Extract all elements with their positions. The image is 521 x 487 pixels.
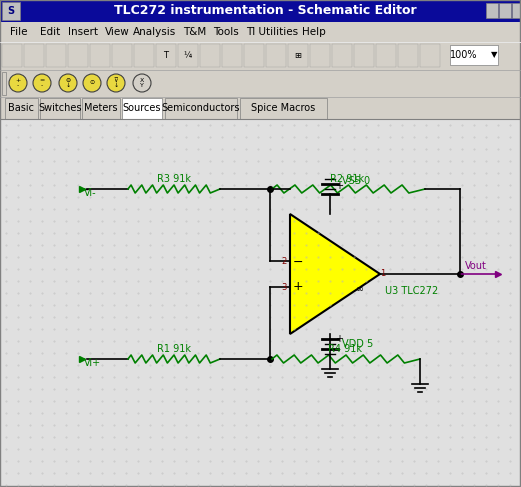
Text: S: S <box>7 6 15 16</box>
Text: Analysis: Analysis <box>133 27 176 37</box>
FancyBboxPatch shape <box>512 3 521 18</box>
Text: Edit: Edit <box>40 27 60 37</box>
FancyBboxPatch shape <box>0 0 521 22</box>
Text: T&M: T&M <box>183 27 206 37</box>
Text: +
-: + - <box>16 78 21 88</box>
Text: +: + <box>335 181 343 191</box>
Text: 100%: 100% <box>450 50 478 60</box>
FancyBboxPatch shape <box>222 44 242 67</box>
Text: File: File <box>10 27 28 37</box>
Text: View: View <box>105 27 130 37</box>
FancyBboxPatch shape <box>398 44 418 67</box>
FancyBboxPatch shape <box>0 22 521 42</box>
Text: 2: 2 <box>281 257 287 265</box>
Circle shape <box>133 74 151 92</box>
Circle shape <box>33 74 51 92</box>
FancyBboxPatch shape <box>2 72 6 95</box>
Text: Semiconductors: Semiconductors <box>162 103 240 113</box>
Text: Sources: Sources <box>123 103 162 113</box>
Text: T: T <box>164 52 168 60</box>
Text: Insert: Insert <box>68 27 98 37</box>
Text: Meters: Meters <box>84 103 118 113</box>
Text: Vi-: Vi- <box>84 188 96 198</box>
FancyBboxPatch shape <box>68 44 88 67</box>
Text: R4 91k: R4 91k <box>328 344 362 354</box>
Text: Switches: Switches <box>38 103 82 113</box>
FancyBboxPatch shape <box>420 44 440 67</box>
FancyBboxPatch shape <box>165 98 237 119</box>
FancyBboxPatch shape <box>24 44 44 67</box>
Text: R1 91k: R1 91k <box>157 344 191 354</box>
FancyBboxPatch shape <box>112 44 132 67</box>
Text: ∞: ∞ <box>356 284 364 294</box>
FancyBboxPatch shape <box>82 98 120 119</box>
FancyBboxPatch shape <box>0 42 521 70</box>
Text: −: − <box>293 256 303 268</box>
FancyBboxPatch shape <box>450 45 498 65</box>
FancyBboxPatch shape <box>288 44 308 67</box>
FancyBboxPatch shape <box>499 3 511 18</box>
Text: Help: Help <box>302 27 326 37</box>
Circle shape <box>9 74 27 92</box>
Text: Spice Macros: Spice Macros <box>251 103 315 113</box>
Text: VSS 0: VSS 0 <box>342 176 370 186</box>
Text: ⊽
↓: ⊽ ↓ <box>114 78 119 88</box>
Text: U3 TLC272: U3 TLC272 <box>385 286 438 296</box>
Text: 1: 1 <box>380 269 386 279</box>
FancyBboxPatch shape <box>354 44 374 67</box>
Text: ⊖
↓: ⊖ ↓ <box>65 78 71 88</box>
FancyBboxPatch shape <box>156 44 176 67</box>
FancyBboxPatch shape <box>122 98 162 119</box>
FancyBboxPatch shape <box>46 44 66 67</box>
Text: +: + <box>335 334 343 344</box>
Text: R2 91k: R2 91k <box>330 174 364 184</box>
Text: +: + <box>293 280 303 293</box>
FancyBboxPatch shape <box>0 70 521 97</box>
Text: ¼: ¼ <box>184 52 192 60</box>
Text: ▼: ▼ <box>491 51 497 59</box>
Circle shape <box>59 74 77 92</box>
FancyBboxPatch shape <box>332 44 352 67</box>
FancyBboxPatch shape <box>5 98 38 119</box>
Text: Tools: Tools <box>213 27 239 37</box>
Text: =
-: = - <box>40 78 45 88</box>
FancyBboxPatch shape <box>0 119 521 487</box>
Circle shape <box>83 74 101 92</box>
FancyBboxPatch shape <box>240 98 327 119</box>
FancyBboxPatch shape <box>244 44 264 67</box>
FancyBboxPatch shape <box>90 44 110 67</box>
FancyBboxPatch shape <box>178 44 198 67</box>
Text: TLC272 instrumentation - Schematic Editor: TLC272 instrumentation - Schematic Edito… <box>114 4 416 18</box>
Circle shape <box>107 74 125 92</box>
Text: 3: 3 <box>281 282 287 292</box>
Text: Vout: Vout <box>465 261 487 271</box>
Text: Basic: Basic <box>8 103 34 113</box>
FancyBboxPatch shape <box>134 44 154 67</box>
FancyBboxPatch shape <box>40 98 80 119</box>
FancyBboxPatch shape <box>376 44 396 67</box>
Text: R3 91k: R3 91k <box>157 174 191 184</box>
FancyBboxPatch shape <box>2 2 20 20</box>
FancyBboxPatch shape <box>310 44 330 67</box>
Text: VDD 5: VDD 5 <box>342 339 373 349</box>
FancyBboxPatch shape <box>2 44 22 67</box>
Text: TI Utilities: TI Utilities <box>246 27 298 37</box>
FancyBboxPatch shape <box>200 44 220 67</box>
Polygon shape <box>290 214 380 334</box>
FancyBboxPatch shape <box>0 97 521 119</box>
FancyBboxPatch shape <box>486 3 498 18</box>
Text: ⊙: ⊙ <box>90 80 95 86</box>
Text: X
Y: X Y <box>140 78 144 88</box>
Text: ⊞: ⊞ <box>294 52 302 60</box>
FancyBboxPatch shape <box>266 44 286 67</box>
Text: Vi+: Vi+ <box>84 358 101 368</box>
